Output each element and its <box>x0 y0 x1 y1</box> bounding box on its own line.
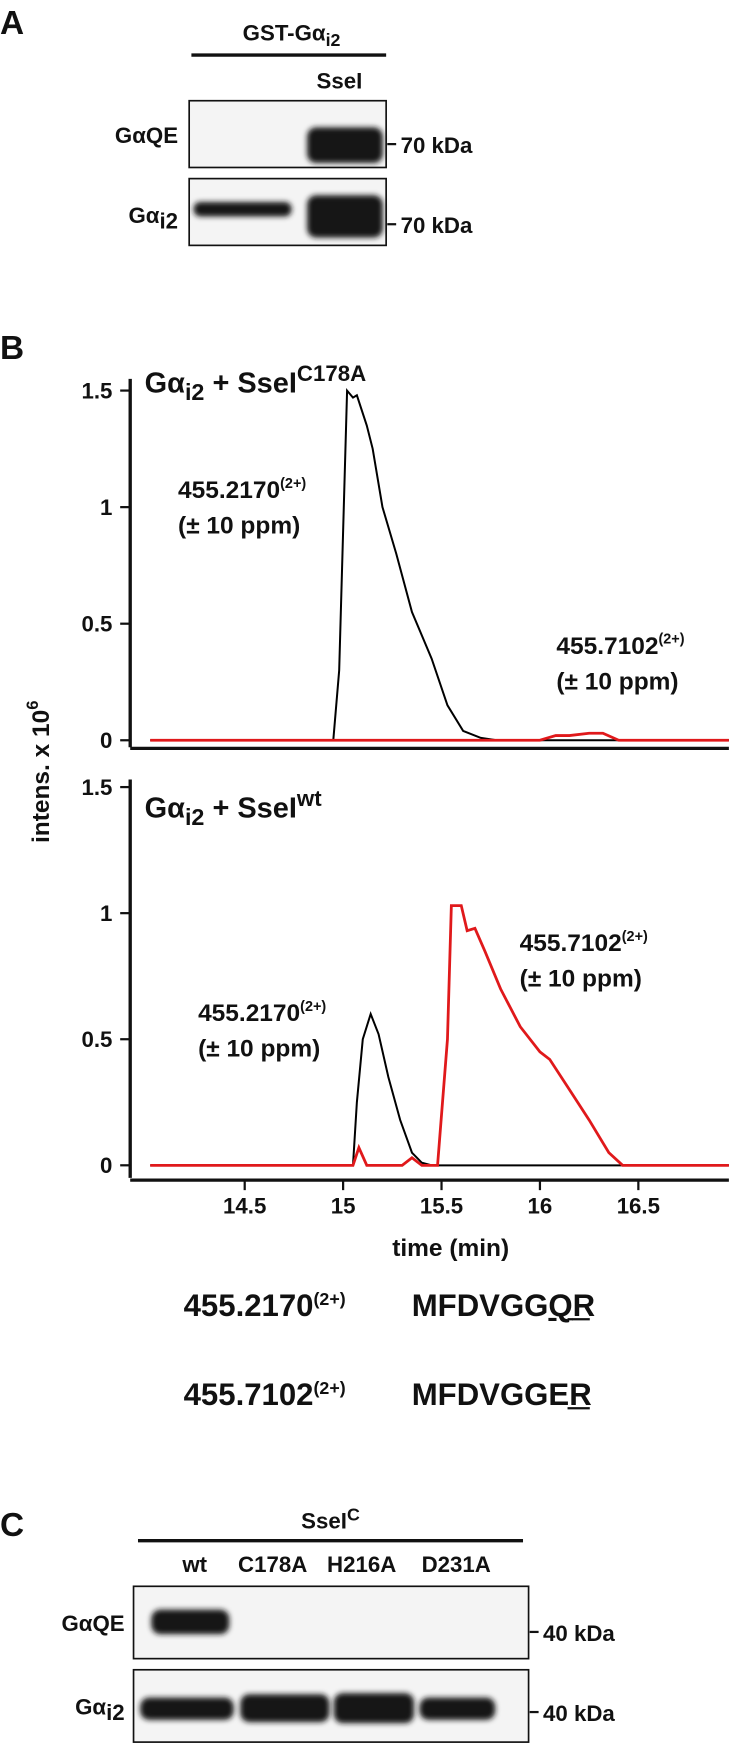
mw-label: 70 kDa <box>401 213 473 238</box>
series-label: 455.2170(2+) <box>198 999 326 1027</box>
y-tick-label: 1 <box>100 901 112 926</box>
row-label: GαQE <box>61 1611 124 1636</box>
x-tick-label: 15.5 <box>420 1194 463 1219</box>
text: Gα <box>145 367 185 399</box>
series-label: (± 10 ppm) <box>556 668 678 695</box>
series-label: (± 10 ppm) <box>520 966 642 993</box>
text: Gα <box>145 792 185 824</box>
text: 6 <box>23 700 42 709</box>
blot-header: SseIC <box>301 1505 360 1534</box>
line-series <box>150 1010 729 1167</box>
lane-label: H216A <box>327 1552 396 1577</box>
y-tick-label: 0 <box>100 1153 112 1178</box>
peptide-sequence: MFDVGGER <box>412 1377 592 1412</box>
text: wt <box>296 786 322 811</box>
y-tick-label: 0.5 <box>81 1027 112 1052</box>
text: i2 <box>159 209 178 234</box>
row-label: Gαi2 <box>128 203 178 234</box>
panel-label: C <box>0 1507 24 1544</box>
text: intens. x 10 <box>28 710 55 843</box>
blot <box>132 1585 530 1660</box>
mw-label: 40 kDa <box>543 1621 615 1646</box>
band <box>333 1693 414 1724</box>
text: 455.7102 <box>184 1377 314 1412</box>
line-series <box>150 731 729 742</box>
y-tick-label: 0 <box>100 728 112 753</box>
text: (2+) <box>658 632 684 648</box>
peptide-mass: 455.7102(2+) <box>184 1377 346 1412</box>
text: 455.2170 <box>178 477 280 504</box>
x-tick-label: 15 <box>331 1194 356 1219</box>
text: i2 <box>326 30 341 50</box>
text: 455.2170 <box>184 1288 314 1323</box>
text: 455.7102 <box>556 633 658 660</box>
text: C178A <box>297 361 366 386</box>
text: 455.2170 <box>198 1000 300 1027</box>
series-label: (± 10 ppm) <box>178 513 300 540</box>
band <box>140 1697 234 1720</box>
series-label: (± 10 ppm) <box>198 1036 320 1063</box>
text: (2+) <box>314 1378 346 1398</box>
text: MFDVGG <box>412 1377 549 1412</box>
y-tick-label: 0.5 <box>81 611 112 636</box>
lane-labels: wt C178A H216A D231A <box>181 1552 491 1577</box>
text: + SseI <box>204 792 296 824</box>
band <box>240 1694 330 1723</box>
line-series <box>150 387 729 742</box>
chart-title: Gαi2 + SseIwt <box>145 786 323 830</box>
text: 455.7102 <box>520 930 622 957</box>
series-label: 455.7102(2+) <box>556 632 684 660</box>
text: C <box>347 1505 360 1525</box>
text: i2 <box>185 379 204 405</box>
text: SseI <box>301 1508 347 1533</box>
text: Gα <box>128 203 159 228</box>
band <box>307 127 383 164</box>
band <box>151 1609 230 1635</box>
band <box>419 1697 496 1720</box>
y-axis-label: intens. x 106 <box>23 700 55 843</box>
text: (2+) <box>280 476 306 492</box>
text: (2+) <box>314 1289 346 1309</box>
text: E <box>548 1377 569 1412</box>
band <box>193 201 292 217</box>
text: Gα <box>75 1694 106 1719</box>
text: R <box>573 1288 596 1323</box>
panel-label: B <box>0 330 24 367</box>
y-tick-label: 1.5 <box>81 775 112 800</box>
row-label: Gαi2 <box>75 1694 125 1725</box>
x-tick-label: 16 <box>528 1194 553 1219</box>
text: (2+) <box>300 999 326 1015</box>
line-series <box>150 904 729 1167</box>
series-label: 455.7102(2+) <box>520 929 648 957</box>
text: i2 <box>106 1700 125 1725</box>
x-tick-label: 14.5 <box>223 1194 266 1219</box>
text: MFDVGG <box>412 1288 549 1323</box>
x-tick-label: 16.5 <box>617 1194 660 1219</box>
peptide-mass: 455.2170(2+) <box>184 1288 346 1323</box>
peptide-sequence: MFDVGGQR <box>412 1288 595 1323</box>
text: Q <box>548 1288 572 1323</box>
y-tick-label: 1.5 <box>81 378 112 403</box>
chart-title: Gαi2 + SseIC178A <box>145 361 366 405</box>
band <box>307 195 383 238</box>
mw-label: 40 kDa <box>543 1701 615 1726</box>
series-label: 455.2170(2+) <box>178 476 306 504</box>
lane-label: C178A <box>238 1552 307 1577</box>
row-label: GαQE <box>115 123 178 148</box>
y-tick-label: 1 <box>100 495 112 520</box>
lane-label: D231A <box>422 1552 491 1577</box>
panel-label: A <box>0 5 24 42</box>
lane-label: SseI <box>317 68 363 93</box>
text: (2+) <box>622 929 648 945</box>
mw-label: 70 kDa <box>401 133 473 158</box>
blot-header: GST-Gαi2 <box>243 21 341 51</box>
text: R <box>569 1377 592 1412</box>
lane-label: wt <box>181 1552 207 1577</box>
text: + SseI <box>204 367 296 399</box>
text: GST-Gα <box>243 21 326 46</box>
x-axis-label: time (min) <box>392 1235 509 1262</box>
text: i2 <box>185 804 204 830</box>
